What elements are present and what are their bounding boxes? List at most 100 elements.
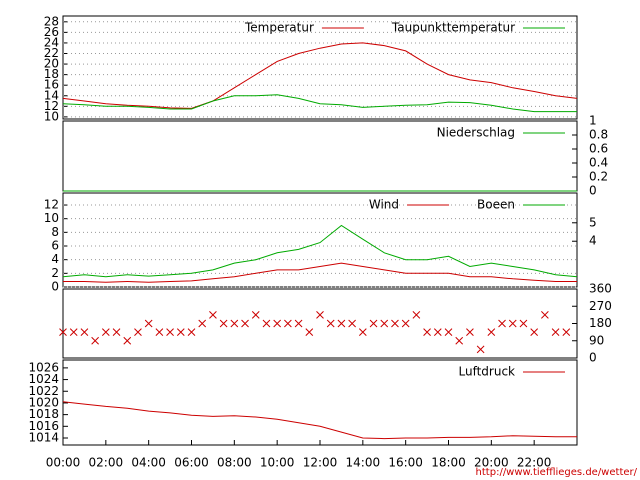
footer-link: http://www.tiefflieges.de/wetter/ [476, 467, 638, 478]
series-line [63, 262, 577, 283]
y2-tick-label: 270 [589, 299, 612, 313]
scatter-point [326, 319, 335, 328]
y-tick-label: 14 [44, 88, 59, 102]
scatter-point [305, 328, 314, 336]
scatter-point [198, 319, 207, 328]
series-line [62, 94, 577, 113]
scatter-point [433, 328, 442, 336]
scatter-point [551, 328, 560, 336]
scatter-point [241, 319, 249, 328]
scatter-point [101, 328, 110, 336]
scatter-point [369, 319, 378, 328]
scatter-point [59, 328, 67, 336]
legend-label: Taupunkttemperatur [391, 21, 515, 35]
scatter-point [423, 328, 431, 336]
y2-tick-label: 90 [589, 333, 604, 347]
y-tick-label: 1016 [28, 419, 59, 433]
scatter-point [230, 319, 239, 328]
scatter-point [123, 336, 132, 345]
y2-tick-label: 360 [589, 282, 612, 296]
y2-tick-label: 0.8 [589, 128, 608, 142]
x-tick-label: 12:00 [303, 456, 338, 470]
x-tick-label: 08:00 [217, 456, 252, 470]
legend-label: Luftdruck [458, 365, 515, 379]
legend-label: Boeen [477, 198, 515, 212]
series-line [62, 401, 577, 440]
scatter-point [391, 319, 399, 328]
x-tick-label: 00:00 [46, 456, 81, 470]
y-tick-label: 10 [44, 109, 59, 123]
scatter-point [412, 311, 421, 319]
y2-tick-label: 0.4 [589, 156, 608, 170]
scatter-point [316, 311, 324, 319]
scatter-point [348, 319, 356, 328]
y2-tick-label: 0 [589, 184, 597, 198]
y2-tick-label: 5 [589, 215, 597, 229]
y-tick-label: 1022 [28, 384, 59, 398]
scatter-point [134, 328, 142, 336]
scatter-point [337, 319, 346, 328]
scatter-point [476, 345, 485, 354]
y-tick-label: 4 [51, 252, 59, 266]
x-tick-label: 18:00 [431, 456, 466, 470]
scatter-point [219, 319, 228, 328]
scatter-point [498, 319, 506, 328]
y2-tick-label: 1 [589, 114, 597, 128]
scatter-point [251, 311, 260, 319]
y-tick-label: 8 [51, 225, 59, 239]
scatter-point [508, 319, 517, 328]
y-tick-label: 1026 [28, 360, 59, 374]
y-tick-label: 20 [44, 57, 59, 71]
scatter-point [401, 319, 410, 328]
scatter-point [444, 328, 453, 336]
scatter-point [80, 328, 89, 336]
scatter-point [155, 328, 164, 336]
scatter-point [273, 319, 282, 328]
scatter-point [144, 319, 153, 328]
scatter-point [284, 319, 292, 328]
y-tick-label: 12 [44, 198, 59, 212]
scatter-point [380, 319, 389, 328]
y-tick-label: 1014 [28, 430, 59, 444]
y-tick-label: 26 [44, 25, 59, 39]
y-tick-label: 22 [44, 46, 59, 60]
scatter-point [176, 328, 185, 336]
legend-label: Temperatur [244, 21, 314, 35]
y2-tick-label: 180 [589, 316, 612, 330]
scatter-point [455, 336, 464, 345]
y-tick-label: 0 [51, 280, 59, 294]
scatter-point [562, 328, 571, 336]
x-tick-label: 02:00 [89, 456, 124, 470]
x-tick-label: 10:00 [260, 456, 295, 470]
y-tick-label: 16 [44, 78, 59, 92]
y2-tick-label: 0 [589, 351, 597, 365]
scatter-point [530, 328, 539, 336]
y-tick-label: 28 [44, 14, 59, 28]
panel-frame [62, 15, 578, 120]
scatter-point [69, 328, 78, 336]
scatter-point [91, 336, 99, 345]
y2-tick-label: 4 [589, 234, 597, 248]
scatter-point [487, 328, 496, 336]
scatter-point [209, 311, 217, 319]
scatter-point [166, 328, 174, 336]
x-tick-label: 06:00 [174, 456, 209, 470]
scatter-point [541, 311, 549, 319]
y-tick-label: 10 [44, 211, 59, 225]
x-tick-label: 14:00 [346, 456, 381, 470]
x-tick-label: 22:00 [517, 456, 552, 470]
scatter-point [294, 319, 303, 328]
series-line [62, 42, 578, 109]
y2-tick-label: 0.6 [589, 142, 608, 156]
x-tick-label: 20:00 [474, 456, 509, 470]
x-tick-label: 04:00 [131, 456, 166, 470]
y-tick-label: 2 [51, 266, 59, 280]
scatter-point [358, 328, 367, 336]
scatter-point [187, 328, 196, 336]
y-tick-label: 1018 [28, 407, 59, 421]
y2-tick-label: 0.2 [589, 170, 608, 184]
legend-label: Niederschlag [437, 126, 515, 140]
series-line [62, 224, 578, 278]
scatter-point [519, 319, 528, 328]
scatter-point [112, 328, 121, 336]
